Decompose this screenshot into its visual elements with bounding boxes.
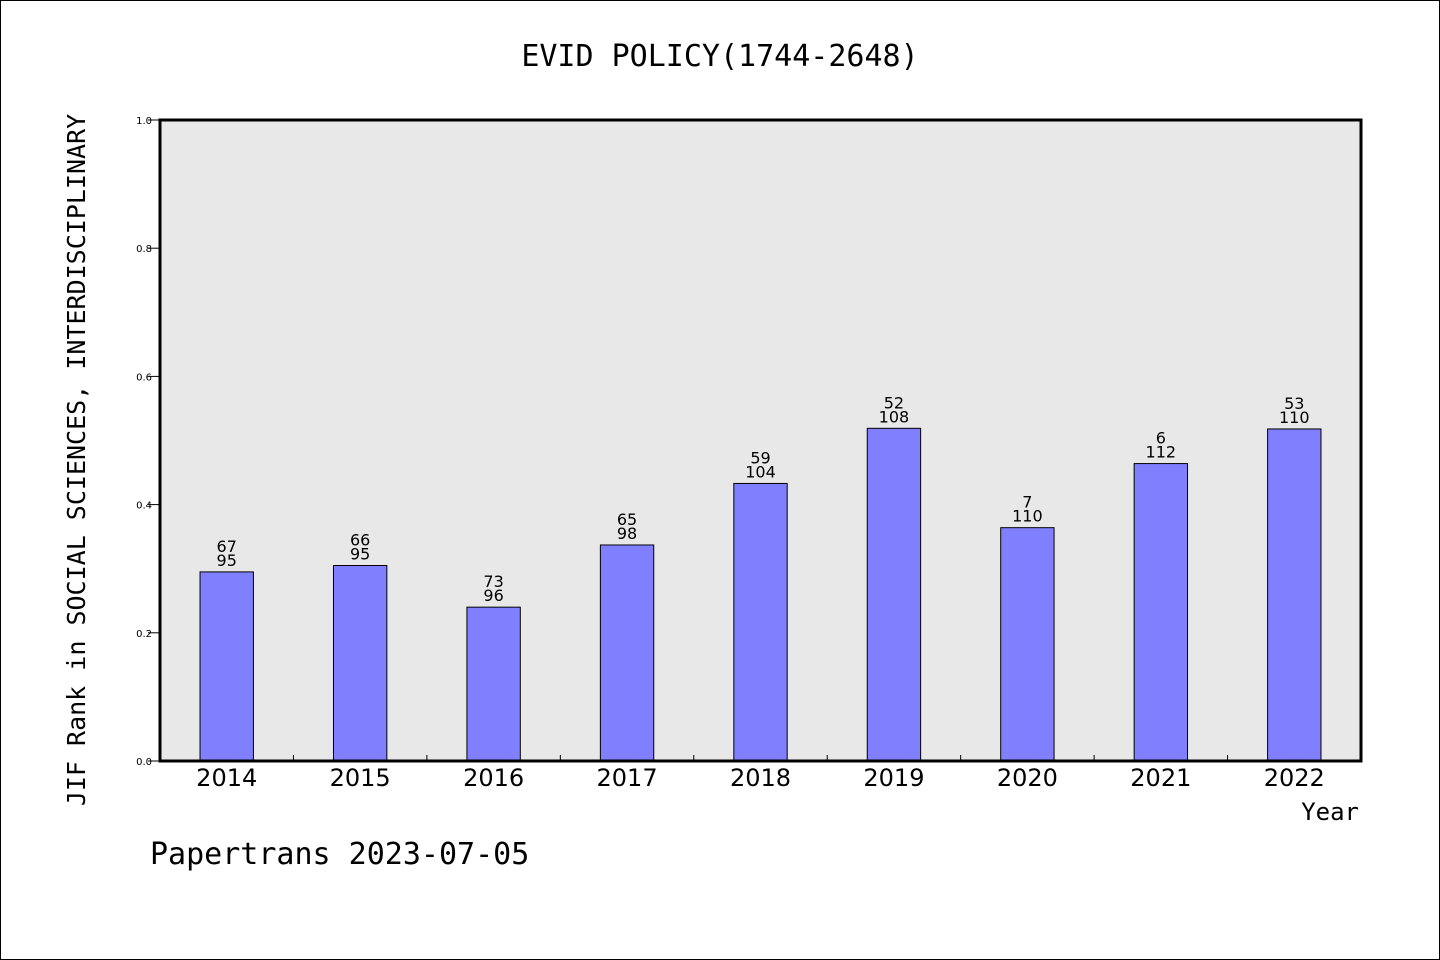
x-tick-label: 2020 [997,764,1058,792]
bar-label-total: 112 [1146,443,1177,462]
bar-label-rank: 7 [1022,493,1032,512]
bar-label-total: 110 [1012,507,1043,526]
bar-label-total: 104 [745,462,776,481]
x-tick-label: 2019 [863,764,924,792]
bar-label-rank: 66 [350,530,370,549]
bar-2016 [466,606,521,762]
bar-label-rank: 65 [617,510,637,529]
y-axis-label: JIF Rank in SOCIAL SCIENCES, INTERDISCIP… [62,114,91,806]
bar-label-total: 96 [483,586,503,605]
x-tick-label: 2018 [730,764,791,792]
y-tick-label: 0.0 [136,757,152,768]
x-tick-label: 2017 [597,764,658,792]
bar-label-total: 95 [217,551,237,570]
bar-label-rank: 67 [217,537,237,556]
x-tick-label: 2022 [1264,764,1325,792]
bar-label-rank: 59 [750,448,770,467]
bar-label-rank: 73 [483,572,503,591]
bar-label-total: 110 [1279,408,1310,427]
bar-label-total: 98 [617,524,637,543]
y-tick-label: 1.0 [136,116,152,127]
y-tick-label: 0.2 [136,629,152,640]
x-axis-label: Year [1301,798,1359,826]
x-tick-label: 2015 [330,764,391,792]
bar-2020 [1000,527,1055,762]
chart-title: EVID POLICY(1744-2648) [521,39,918,74]
x-tick-label: 2021 [1130,764,1191,792]
y-tick-label: 0.6 [136,372,152,383]
x-axis-ticks: 2014 2015 2016 2017 2018 2019 2020 2021 2022 [196,755,1325,792]
bar-2017 [599,544,655,762]
bar-2018 [733,482,788,762]
credit-text: Papertrans 2023-07-05 [150,837,529,872]
bar-2021 [1133,463,1189,762]
bar-label-total: 95 [350,544,370,563]
bar-label-rank: 53 [1284,394,1304,413]
x-tick-label: 2014 [196,764,257,792]
x-tick-label: 2016 [463,764,524,792]
plot-border [158,118,1363,763]
y-axis-ticks: 0.0 0.2 0.4 0.6 0.8 1.0 [136,116,160,768]
y-tick-label: 0.4 [136,501,152,512]
bar-label-total: 108 [879,407,910,426]
bar-2015 [332,564,388,762]
bar-2014 [199,571,254,762]
bar-label-rank: 6 [1156,429,1166,448]
bar-2022 [1267,428,1322,762]
bar-2019 [866,427,922,762]
y-tick-label: 0.8 [136,244,152,255]
bar-label-rank: 52 [884,393,904,412]
